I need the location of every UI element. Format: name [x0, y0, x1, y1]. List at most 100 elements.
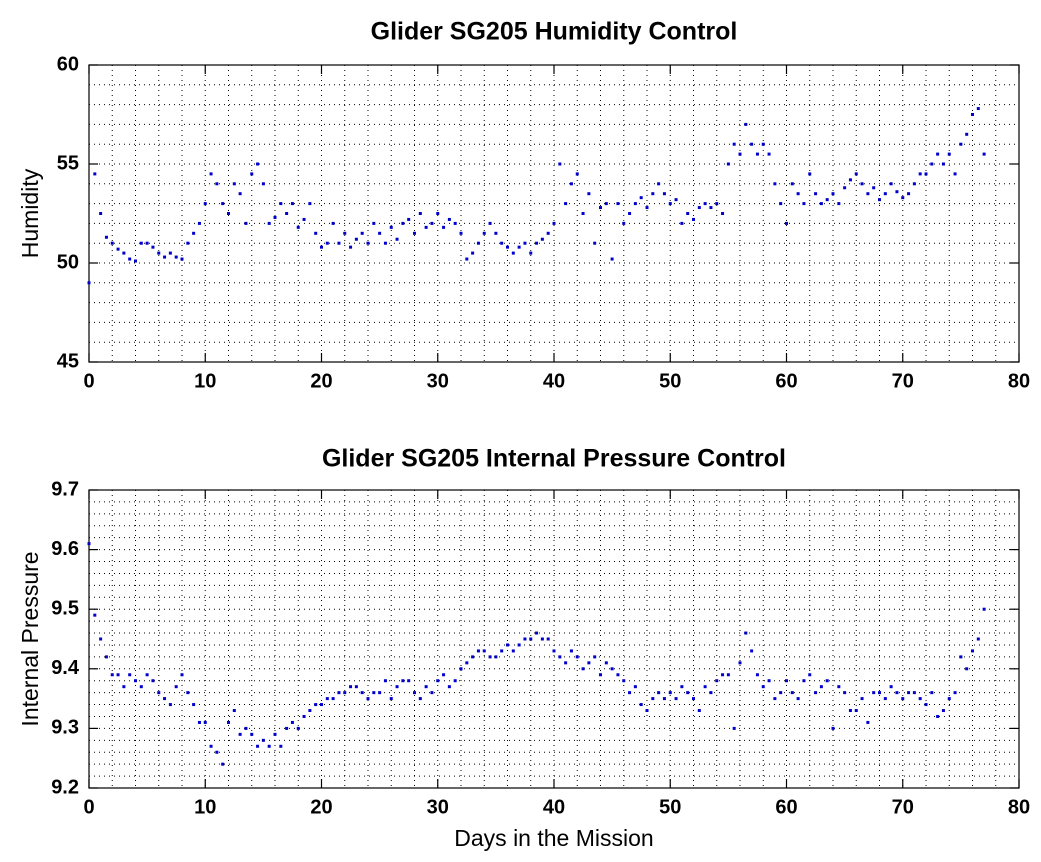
data-point	[93, 613, 97, 617]
data-point	[343, 691, 347, 695]
data-point	[122, 251, 126, 255]
data-point	[314, 703, 318, 707]
data-point	[692, 217, 695, 221]
data-point	[540, 237, 544, 241]
y-tick-label: 9.5	[51, 597, 79, 619]
data-point	[267, 221, 271, 225]
data-point	[372, 221, 376, 225]
data-point	[442, 673, 446, 677]
data-point	[163, 255, 167, 259]
data-point	[360, 691, 364, 695]
data-point	[296, 225, 300, 229]
data-point	[581, 212, 585, 215]
data-point	[151, 679, 155, 683]
data-point	[407, 217, 411, 221]
data-point	[447, 685, 451, 689]
plot-frame	[88, 489, 1020, 789]
data-point	[389, 225, 393, 229]
data-point	[511, 251, 515, 255]
data-point	[267, 744, 271, 748]
data-point	[802, 202, 806, 206]
data-point	[680, 685, 684, 689]
data-point	[703, 202, 707, 206]
data-point	[622, 221, 626, 225]
data-point	[843, 186, 847, 190]
y-axis-label: Internal Pressure	[17, 551, 43, 726]
data-point	[110, 673, 114, 677]
data-point	[744, 122, 748, 126]
data-point	[99, 212, 103, 215]
x-tick-label: 30	[427, 796, 449, 818]
data-point	[796, 697, 800, 701]
data-point	[296, 726, 300, 730]
data-point	[290, 720, 294, 724]
data-point	[209, 744, 213, 748]
data-point	[732, 142, 736, 146]
data-point	[227, 212, 230, 215]
data-point	[331, 221, 335, 225]
data-point	[982, 607, 986, 611]
data-point	[785, 221, 788, 225]
data-point	[192, 703, 196, 707]
data-point	[157, 251, 161, 255]
data-point	[174, 255, 178, 259]
data-point	[215, 182, 219, 186]
data-point	[529, 251, 533, 255]
data-point	[819, 685, 823, 689]
data-point	[959, 655, 963, 659]
x-tick-label: 30	[427, 370, 449, 392]
x-tick-label: 80	[1008, 796, 1030, 818]
data-point	[941, 709, 945, 713]
data-point	[232, 182, 236, 186]
data-point	[564, 202, 568, 206]
data-point	[866, 720, 870, 724]
data-point	[668, 202, 672, 206]
data-point	[442, 225, 446, 229]
data-point	[180, 673, 184, 677]
data-point	[285, 726, 289, 730]
chart-title: Glider SG205 Humidity Control	[371, 18, 738, 46]
data-point	[494, 655, 498, 659]
data-point	[878, 198, 881, 202]
data-point	[256, 162, 260, 166]
data-point	[424, 685, 428, 689]
data-point	[953, 172, 957, 176]
data-point	[755, 673, 759, 677]
data-point	[383, 241, 387, 245]
data-point	[976, 107, 980, 111]
data-point	[604, 202, 608, 206]
data-point	[959, 142, 963, 146]
data-point	[378, 691, 382, 695]
data-point	[703, 685, 707, 689]
x-tick-label: 10	[194, 370, 216, 392]
data-point	[197, 720, 201, 724]
data-point	[308, 202, 312, 206]
data-point	[866, 192, 870, 196]
data-point	[209, 172, 213, 176]
data-point	[238, 192, 242, 196]
data-point	[639, 703, 643, 707]
data-point	[860, 697, 864, 701]
data-point	[221, 202, 225, 206]
data-point	[575, 655, 579, 659]
data-point	[302, 217, 306, 221]
data-point	[802, 679, 806, 683]
data-point	[413, 231, 416, 235]
data-point	[110, 241, 114, 245]
y-tick-label: 9.6	[51, 538, 79, 560]
x-tick-label: 10	[194, 796, 216, 818]
data-point	[593, 241, 597, 245]
data-point	[343, 231, 347, 235]
data-point	[674, 198, 678, 202]
data-point	[192, 231, 196, 235]
data-point	[540, 637, 544, 641]
data-point	[982, 152, 986, 156]
data-point	[244, 726, 248, 730]
data-point	[517, 245, 521, 249]
data-point	[221, 762, 225, 766]
data-point	[610, 257, 614, 261]
data-point	[116, 673, 120, 677]
data-point	[965, 132, 969, 136]
data-point	[227, 720, 230, 724]
data-point	[761, 685, 765, 689]
